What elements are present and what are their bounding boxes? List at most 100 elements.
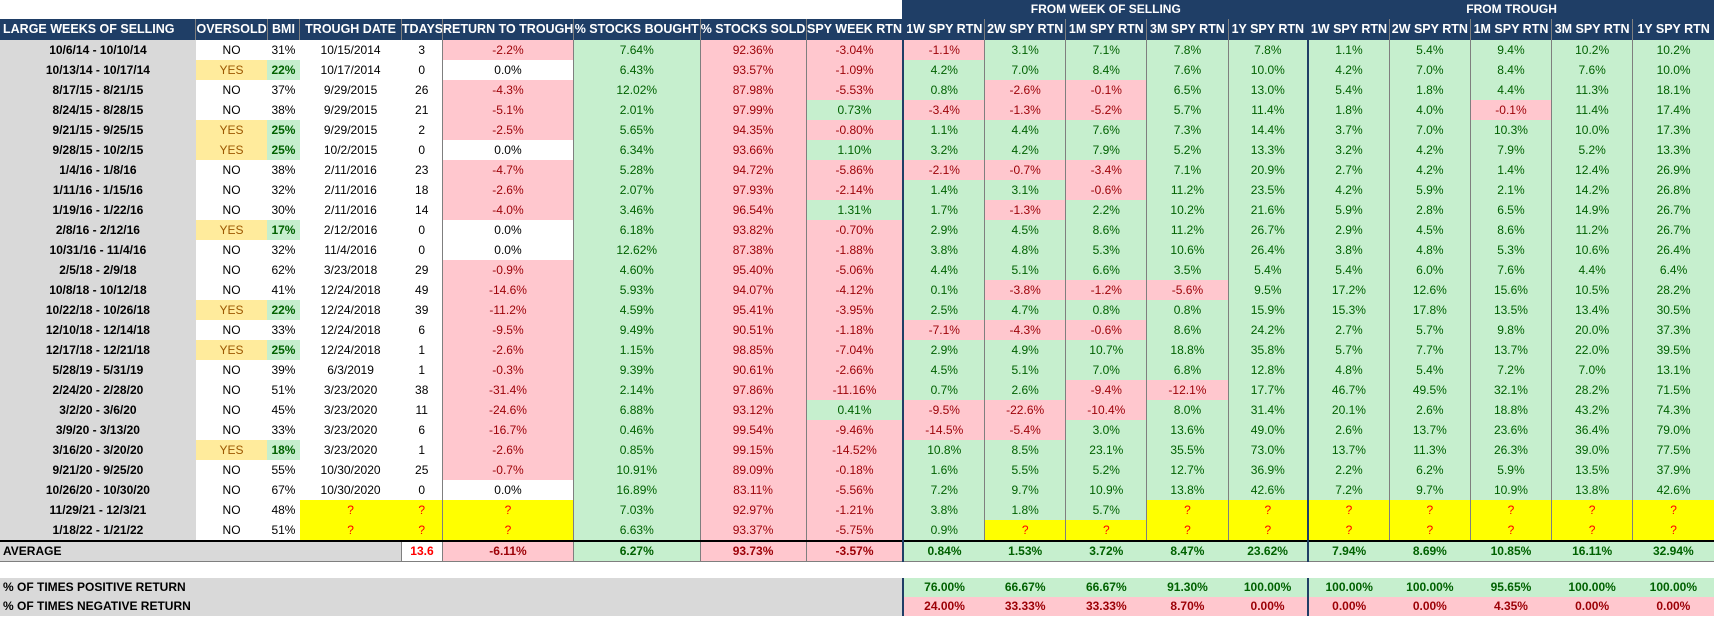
fw-3m-cell: 8.6% (1146, 320, 1229, 340)
column-header: 1Y SPY RTN (1632, 19, 1714, 40)
week-range-cell: 12/10/18 - 12/14/18 (0, 320, 196, 340)
column-header: TDAYS (400, 19, 443, 40)
oversold-cell: NO (222, 463, 241, 477)
tdays-cell: 21 (415, 103, 429, 117)
week-range-cell: 9/21/15 - 9/25/15 (0, 120, 196, 140)
stocks-sold-cell: 97.99% (699, 100, 807, 120)
tdays-cell: 6 (418, 423, 426, 437)
fw-1w-cell: 1.6% (902, 460, 985, 480)
fw-1y-cell: 35.8% (1227, 340, 1309, 360)
spy-week-return-cell: -3.04% (805, 40, 904, 60)
bmi-cell: 41% (271, 283, 296, 297)
ft-1m-cell: 7.9% (1469, 140, 1552, 160)
return-to-trough-cell: -2.2% (442, 40, 574, 60)
fw-1w-cell: 0.1% (902, 280, 985, 300)
tdays-cell: 1 (418, 343, 426, 357)
oversold-cell: YES (195, 60, 268, 80)
bmi-cell: 30% (271, 203, 296, 217)
column-header: TROUGH DATE (299, 19, 402, 40)
bmi-cell: 31% (271, 43, 296, 57)
positive-cell: 100.00% (1307, 578, 1390, 597)
fw-3m-cell: 7.3% (1146, 120, 1229, 140)
fw-1m-cell: -3.4% (1065, 160, 1147, 180)
trough-date-cell: 3/23/2020 (323, 383, 378, 397)
bmi-cell: 37% (271, 83, 296, 97)
table-row: 1/19/16 - 1/22/16 NO 30% 2/11/2016 14 -4.0% 3.… (0, 200, 1714, 220)
ft-2w-cell: 13.7% (1388, 420, 1471, 440)
table-row: 2/8/16 - 2/12/16 YES 17% 2/12/2016 0 0.0% 6.18… (0, 220, 1714, 240)
oversold-cell: YES (195, 340, 268, 360)
fw-1y-cell: 15.9% (1227, 300, 1309, 320)
stocks-bought-cell: 6.63% (572, 520, 701, 541)
tdays-cell: 0 (418, 243, 426, 257)
fw-3m-cell: 18.8% (1146, 340, 1229, 360)
stocks-sold-cell: 94.35% (699, 120, 807, 140)
ft-3m-cell: 28.2% (1551, 380, 1633, 400)
column-header: 2W SPY RTN (1388, 19, 1471, 40)
negative-return-row: % OF TIMES NEGATIVE RETURN 24.00% 33.33%… (0, 597, 1714, 616)
fw-1m-cell: 8.4% (1065, 60, 1147, 80)
ft-2w-cell: 7.7% (1388, 340, 1471, 360)
fw-2w-cell: 4.8% (984, 240, 1066, 260)
ft-1y-cell: 79.0% (1632, 420, 1714, 440)
column-header: BMI (266, 19, 300, 40)
fw-1y-cell: 5.4% (1227, 260, 1309, 280)
trough-date-cell: 3/23/2020 (323, 403, 378, 417)
ft-1m-cell: 9.8% (1469, 320, 1552, 340)
ft-1m-cell: 13.5% (1469, 300, 1552, 320)
positive-cell: 76.00% (902, 578, 985, 597)
ft-1m-cell: 32.1% (1469, 380, 1552, 400)
trough-date-cell: 2/11/2016 (324, 203, 377, 217)
stocks-bought-cell: 7.03% (572, 500, 701, 520)
spy-week-return-cell: -5.86% (805, 160, 904, 180)
fw-1m-cell: ? (1065, 520, 1147, 541)
fw-2w-cell: 3.1% (984, 180, 1066, 200)
tdays-cell: 23 (415, 163, 429, 177)
ft-2w-cell: 6.0% (1388, 260, 1471, 280)
table-row: 3/16/20 - 3/20/20 YES 18% 3/23/2020 1 -2.6% 0.… (0, 440, 1714, 460)
fw-3m-cell: ? (1146, 520, 1229, 541)
stocks-sold-cell: 90.61% (699, 360, 807, 380)
ft-1w-cell: ? (1307, 520, 1390, 541)
ft-1m-cell: 5.9% (1469, 460, 1552, 480)
ft-1y-cell: 26.7% (1632, 220, 1714, 240)
bmi-cell: 33% (271, 423, 296, 437)
fw-1m-cell: 6.6% (1065, 260, 1147, 280)
ft-1w-cell: 4.2% (1307, 60, 1390, 80)
table-row: 2/24/20 - 2/28/20 NO 51% 3/23/2020 38 -31.4% 2… (0, 380, 1714, 400)
tdays-cell: 0 (418, 63, 426, 77)
group-header-from-week: FROM WEEK OF SELLING (902, 0, 1309, 19)
oversold-cell: NO (222, 43, 241, 57)
week-range-cell: 10/22/18 - 10/26/18 (0, 300, 196, 320)
spy-week-return-cell: 1.10% (805, 140, 904, 160)
table-row: 10/31/16 - 11/4/16 NO 32% 11/4/2016 0 0.0% 12.… (0, 240, 1714, 260)
average-cell: 32.94% (1632, 540, 1714, 562)
fw-3m-cell: -5.6% (1146, 280, 1229, 300)
bmi-cell: 38% (271, 163, 296, 177)
spy-week-return-cell: -5.56% (805, 480, 904, 500)
trough-date-cell: 12/24/2018 (320, 283, 381, 297)
stocks-sold-cell: 95.41% (699, 300, 807, 320)
fw-1y-cell: 13.0% (1227, 80, 1309, 100)
bmi-cell: 25% (267, 140, 300, 160)
ft-1y-cell: 13.1% (1632, 360, 1714, 380)
trough-date-cell: 12/24/2018 (320, 323, 381, 337)
ft-3m-cell: 39.0% (1551, 440, 1633, 460)
fw-1m-cell: -1.2% (1065, 280, 1147, 300)
return-to-trough-cell: -4.7% (442, 160, 574, 180)
return-to-trough-cell: 0.0% (442, 220, 574, 240)
negative-cell: 0.00% (1632, 597, 1714, 616)
average-label: AVERAGE (0, 540, 402, 562)
positive-cell: 91.30% (1146, 578, 1229, 597)
table-row: 10/13/14 - 10/17/14 YES 22% 10/17/2014 0 0.0%… (0, 60, 1714, 80)
tdays-cell: 3 (418, 43, 426, 57)
tdays-cell: 0 (418, 143, 426, 157)
negative-cell: 8.70% (1146, 597, 1229, 616)
table-row: 11/29/21 - 12/3/21 NO 48%??? 7.03% 92.97% -1.… (0, 500, 1714, 520)
average-return-to-trough: -6.11% (442, 540, 574, 562)
positive-cell: 95.65% (1470, 578, 1552, 597)
week-range-cell: 2/5/18 - 2/9/18 (0, 260, 196, 280)
ft-1w-cell: 5.4% (1307, 260, 1390, 280)
average-row: AVERAGE 13.6 -6.11% 6.27% 93.73% -3.57% … (0, 540, 1714, 562)
bmi-cell: 22% (267, 60, 300, 80)
